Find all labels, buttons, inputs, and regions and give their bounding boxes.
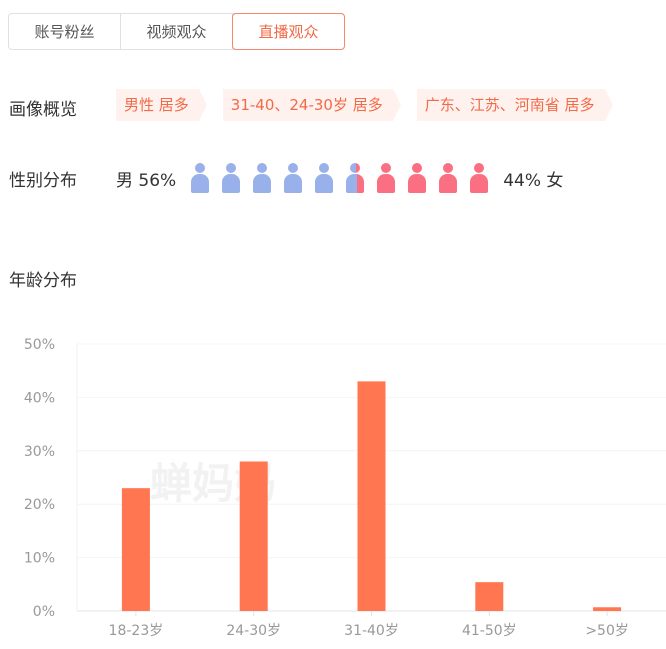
- person-icon: [221, 163, 241, 193]
- female-percent: 44% 女: [503, 170, 564, 191]
- portrait-tag: 广东、江苏、河南省 居多: [416, 89, 613, 121]
- person-icon: [252, 163, 272, 193]
- person-icon: [345, 163, 365, 193]
- age-label: 年龄分布: [9, 271, 77, 291]
- portrait-tag: 31-40、24-30岁 居多: [222, 89, 401, 121]
- gender-distribution: 男 56% 44% 女: [116, 163, 563, 193]
- x-tick-label: 24-30岁: [226, 623, 281, 639]
- person-icon: [283, 163, 303, 193]
- x-tick-label: 31-40岁: [344, 623, 399, 639]
- gender-people: [190, 163, 489, 193]
- x-tick-label: 41-50岁: [462, 623, 517, 639]
- tab-live-audience[interactable]: 直播观众: [232, 13, 345, 50]
- person-icon: [314, 163, 334, 193]
- person-icon: [469, 163, 489, 193]
- y-tick-label: 40%: [24, 390, 55, 406]
- person-icon: [190, 163, 210, 193]
- audience-tabs: 账号粉丝 视频观众 直播观众: [8, 13, 345, 50]
- y-tick-label: 0%: [33, 604, 55, 620]
- person-icon: [407, 163, 427, 193]
- portrait-tag: 男性 居多: [116, 89, 207, 121]
- y-tick-label: 30%: [24, 444, 55, 460]
- x-tick-label: >50岁: [585, 623, 629, 639]
- y-tick-label: 20%: [24, 497, 55, 513]
- y-tick-label: 50%: [24, 337, 55, 353]
- gender-label: 性别分布: [9, 171, 77, 191]
- bar: [239, 461, 268, 611]
- male-percent: 男 56%: [116, 170, 177, 191]
- portrait-label: 画像概览: [9, 100, 77, 120]
- bar: [593, 607, 622, 611]
- person-icon: [438, 163, 458, 193]
- bar: [475, 582, 504, 611]
- person-icon: [376, 163, 396, 193]
- bar: [121, 488, 150, 611]
- x-tick-label: 18-23岁: [109, 623, 164, 639]
- bar: [357, 381, 386, 611]
- tab-account-fans[interactable]: 账号粉丝: [9, 14, 121, 49]
- portrait-tags: 男性 居多 31-40、24-30岁 居多 广东、江苏、河南省 居多: [116, 89, 613, 121]
- y-tick-label: 10%: [24, 551, 55, 567]
